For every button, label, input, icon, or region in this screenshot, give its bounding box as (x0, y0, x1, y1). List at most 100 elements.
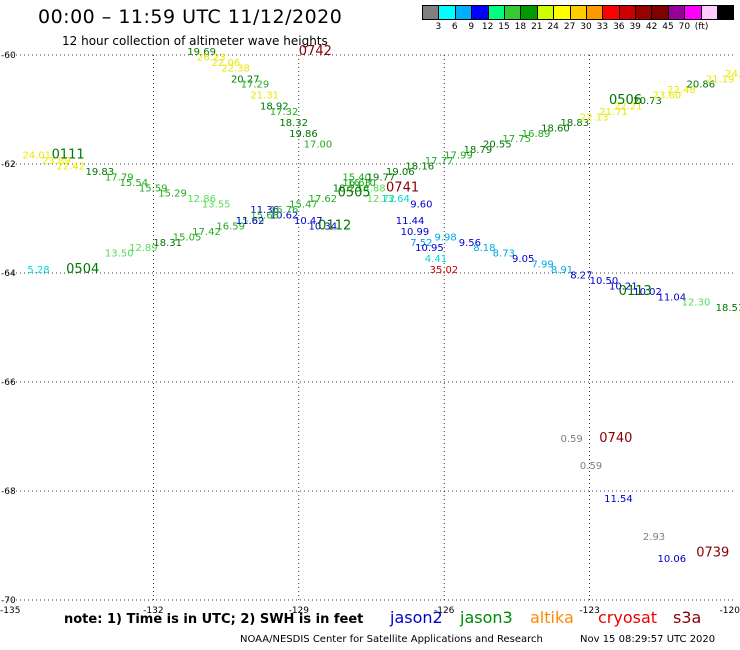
wave-height-point: 13.50 (105, 249, 134, 260)
wave-height-point: 8.91 (551, 265, 573, 276)
wave-height-point: 9.60 (410, 200, 432, 211)
scale-label: 24 (547, 22, 559, 32)
wave-height-point: 10.95 (415, 243, 444, 254)
pass-time-label: 0112 (318, 218, 351, 233)
color-scale-labels: 3 6 9 12 15 18 21 24 27 30 33 36 39 42 45 70 (ft) (422, 22, 740, 34)
pass-time-label: 0504 (66, 262, 99, 277)
scale-label: 33 (596, 22, 609, 32)
scale-label: 9 (468, 22, 475, 32)
wave-height-point: 12.89 (129, 243, 158, 254)
wave-height-point: 14.88 (357, 183, 386, 194)
wave-height-point: 9.98 (435, 232, 457, 243)
wave-height-point: 35.02 (430, 265, 459, 276)
y-tick-label: -68 (1, 487, 16, 497)
wave-height-point: 10.50 (590, 276, 619, 287)
wave-height-point: 18.31 (153, 238, 182, 249)
scale-label: 15 (498, 22, 510, 32)
wave-height-point: 2.93 (643, 532, 665, 543)
wave-height-point: 22.42 (56, 161, 85, 172)
wave-height-point: 17.42 (192, 227, 221, 238)
wave-height-point: 12.72 (367, 194, 396, 205)
wave-height-point: 19.69 (187, 47, 216, 58)
wave-height-point: 8.73 (493, 249, 515, 260)
wave-height-point: 22.06 (212, 58, 241, 69)
wave-height-point: 18.16 (405, 161, 434, 172)
scale-label: 18 (514, 22, 527, 32)
wave-height-point: 19.06 (386, 167, 415, 178)
credit-text: NOAA/NESDIS Center for Satellite Applica… (240, 634, 543, 645)
wave-height-point: 15.68 (250, 211, 279, 222)
wave-height-point: 0.59 (580, 461, 602, 472)
wave-height-point: 22.13 (580, 112, 609, 123)
wave-height-point: 17.77 (425, 156, 454, 167)
pass-time-label: 0505 (338, 186, 371, 201)
scale-label: 6 (451, 22, 458, 32)
wave-height-point: 13.64 (381, 194, 410, 205)
y-tick-label: -70 (1, 596, 16, 606)
wave-height-point: 15.05 (173, 232, 202, 243)
pass-time-label: 0111 (52, 148, 85, 163)
wave-height-point: 17.99 (444, 151, 473, 162)
wave-height-point: 24.32 (725, 69, 740, 80)
wave-height-point: 16.76 (270, 205, 299, 216)
x-tick-label: -120 (720, 606, 740, 616)
wave-height-point: 18.32 (279, 118, 308, 129)
wave-height-point: 18.51 (716, 303, 740, 314)
wave-height-point: 18.23 (333, 183, 362, 194)
wave-height-point: 20.73 (633, 96, 662, 107)
wave-height-point: 7.99 (531, 260, 553, 271)
wave-height-point: 22.21 (614, 102, 643, 113)
wave-height-point: 15.47 (289, 200, 318, 211)
wave-height-point: 17.62 (308, 194, 337, 205)
wave-height-point: 11.62 (236, 216, 265, 227)
wave-height-point: 17.00 (304, 140, 333, 151)
wave-height-point: 0.59 (561, 434, 583, 445)
wave-height-point: 21.19 (706, 74, 735, 85)
x-tick-label: -123 (579, 606, 599, 616)
wave-height-point: 16.10 (347, 178, 376, 189)
wave-height-point: 9.56 (459, 238, 481, 249)
wave-height-point: 15.40 (342, 172, 371, 183)
wave-height-point: 13.55 (202, 200, 231, 211)
wave-height-point: 21.31 (250, 91, 279, 102)
legend-jason2: jason2 (390, 608, 443, 627)
wave-height-point: 20.27 (231, 74, 260, 85)
pass-time-label: 0506 (609, 93, 642, 108)
scale-label: 21 (531, 22, 543, 32)
pass-time-label: 0741 (386, 180, 419, 195)
wave-height-point: 23.89 (42, 156, 71, 167)
wave-height-point: 18.60 (541, 123, 570, 134)
pass-time-label: 0739 (696, 545, 729, 560)
legend-cryosat: cryosat (598, 608, 658, 627)
wave-height-point: 8.18 (473, 243, 495, 254)
wave-height-point: 15.29 (158, 189, 187, 200)
scale-label: 42 (645, 22, 658, 32)
wave-height-point: 17.75 (502, 134, 531, 145)
wave-height-point: 17.32 (270, 107, 299, 118)
generation-timestamp: Nov 15 08:29:57 UTC 2020 (580, 634, 716, 645)
wave-height-point: 5.28 (27, 265, 49, 276)
legend-altika: altika (530, 608, 574, 627)
wave-height-point: 17.29 (241, 80, 270, 91)
scale-label: 27 (563, 22, 576, 32)
scale-swatch-18 (717, 5, 735, 20)
wave-height-point: 23.60 (653, 91, 682, 102)
wave-height-point: 20.55 (483, 140, 512, 151)
wave-height-point: 15.54 (119, 178, 148, 189)
wave-height-point: 4.41 (425, 254, 447, 265)
pass-time-label: 0742 (299, 44, 332, 59)
x-tick-label: -126 (434, 606, 455, 616)
x-tick-label: -132 (143, 606, 163, 616)
chart-title: 00:00 – 11:59 UTC 11/12/2020 (38, 6, 343, 28)
wave-height-point: 11.44 (396, 216, 425, 227)
wave-height-point: 11.04 (657, 292, 686, 303)
wave-height-point: 16.63 (342, 178, 371, 189)
wave-height-point: 10.62 (270, 211, 299, 222)
wave-height-point: 10.47 (294, 216, 323, 227)
wave-height-point: 12.86 (187, 194, 216, 205)
wave-height-point: 18.79 (464, 145, 493, 156)
y-tick-label: -60 (1, 51, 16, 61)
wave-height-point: 8.27 (570, 270, 592, 281)
color-scale-bar (422, 5, 735, 20)
